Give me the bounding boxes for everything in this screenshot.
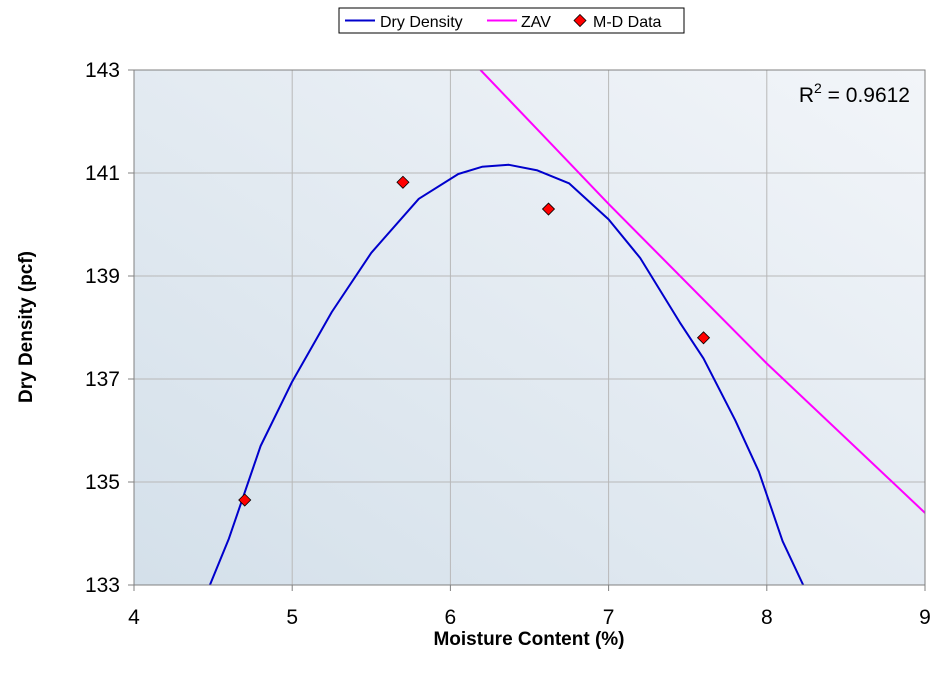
x-tick-label: 7 [603,606,615,629]
y-tick-label: 135 [85,471,120,494]
plot-area [134,70,925,585]
x-tick-label: 9 [919,606,931,629]
series-line-zav [479,70,925,514]
points-layer [238,175,711,507]
legend-swatch-md-data [573,13,587,28]
grid-layer [134,70,925,585]
r-squared-value: = 0.9612 [822,84,910,107]
r-squared-annotation: R2 = 0.9612 [799,80,910,107]
y-tick-label: 139 [85,265,120,288]
x-tick-label: 6 [445,606,457,629]
legend-label-dry-density: Dry Density [380,14,463,31]
data-point-m-d-data [541,202,556,216]
y-tick-label: 143 [85,59,120,82]
x-tick-label: 5 [286,606,298,629]
series-line-dry-density [208,163,805,585]
r-squared-superscript: 2 [814,80,822,96]
y-tick-label: 141 [85,162,120,185]
data-point-m-d-data [696,331,711,345]
y-tick-label: 137 [85,368,120,391]
y-tick-label: 133 [85,574,120,597]
x-tick-label: 4 [128,606,140,629]
y-axis-title: Dry Density (pcf) [16,251,37,403]
x-axis-title: Moisture Content (%) [433,629,624,650]
series-layer [208,70,925,585]
data-point-m-d-data [396,175,410,189]
legend-label-zav: ZAV [521,14,551,31]
legend: Dry Density ZAV M-D Data [338,7,685,34]
tick-label-layer: 4 5 6 7 8 9 133 135 137 139 141 143 [85,59,931,629]
x-tick-label: 8 [761,606,773,629]
data-point-m-d-data [238,493,252,507]
legend-label-md-data: M-D Data [593,14,662,31]
r-squared-prefix: R [799,84,814,107]
plot-border [133,69,926,586]
